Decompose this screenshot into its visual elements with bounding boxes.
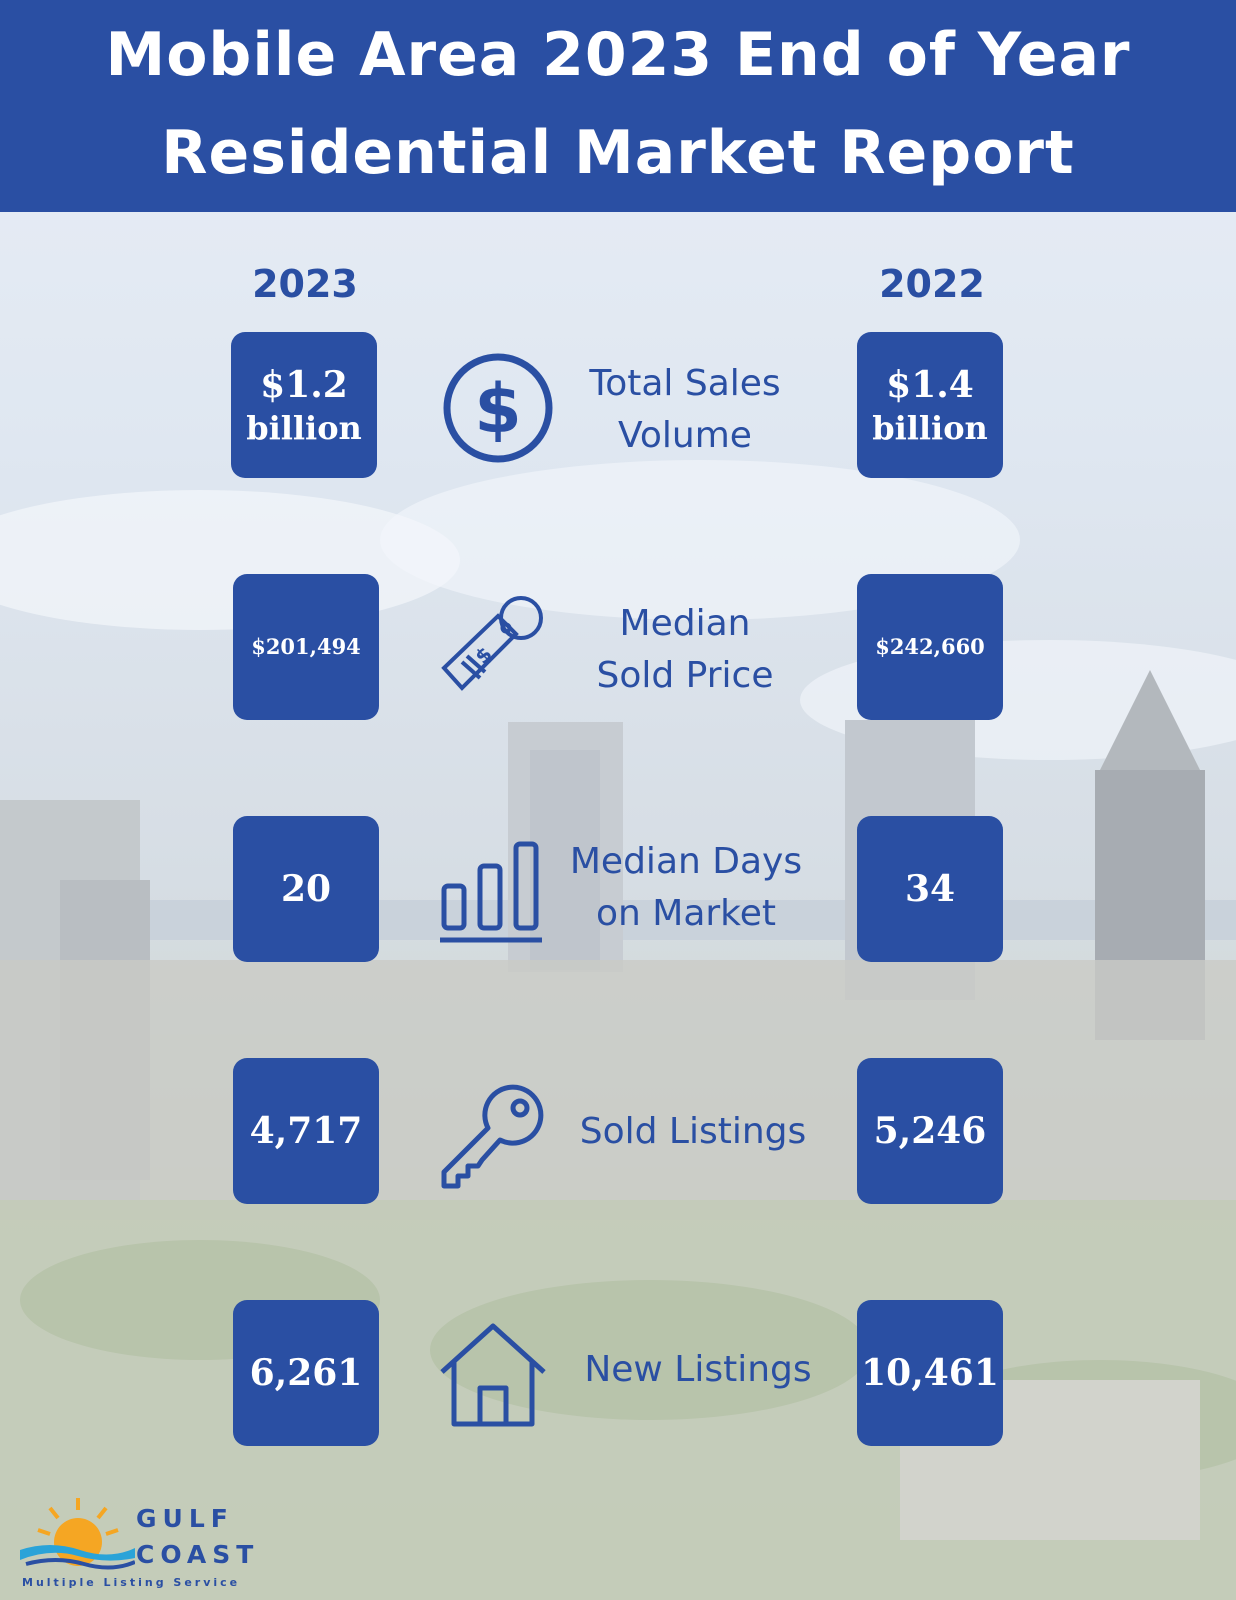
total-sales-2023-amount: $1.2 — [260, 363, 348, 406]
year-2023-heading: 2023 — [252, 262, 358, 306]
total-sales-2022-box: $1.4 billion — [857, 332, 1003, 478]
total-sales-label-line1: Total Sales — [589, 363, 781, 404]
days-on-market-2023-value: 20 — [280, 867, 332, 910]
total-sales-2022-amount: $1.4 — [886, 363, 974, 406]
title-line-2: Residential Market Report — [161, 118, 1075, 188]
median-price-2022-box: $242,660 — [857, 574, 1003, 720]
days-on-market-2022-value: 34 — [904, 867, 956, 910]
total-sales-label: Total Sales Volume — [560, 358, 810, 462]
total-sales-2023-box: $1.2 billion — [231, 332, 377, 478]
title-line-1: Mobile Area 2023 End of Year — [105, 20, 1131, 90]
logo-tagline: Multiple Listing Service — [22, 1576, 241, 1589]
logo-line-coast: COAST — [136, 1540, 260, 1569]
median-price-2023-box: $201,494 — [233, 574, 379, 720]
new-listings-2023-box: 6,261 — [233, 1300, 379, 1446]
bar-chart-icon — [440, 841, 542, 943]
days-on-market-label: Median Days on Market — [548, 836, 824, 940]
days-on-market-label-line2: on Market — [595, 893, 777, 935]
new-listings-2022-value: 10,461 — [861, 1351, 999, 1394]
key-icon — [441, 1084, 544, 1189]
dollar-circle-icon: $ — [443, 353, 553, 463]
logo-line-gulf: GULF — [136, 1504, 234, 1533]
new-listings-2022-box: 10,461 — [857, 1300, 1003, 1446]
sold-listings-2022-value: 5,246 — [873, 1109, 987, 1152]
total-sales-2023-unit: billion — [246, 408, 362, 447]
new-listings-2023-value: 6,261 — [249, 1351, 363, 1394]
title-banner: Mobile Area 2023 End of Year Residential… — [0, 0, 1236, 212]
svg-text:$: $ — [474, 370, 521, 449]
median-price-2023-value: $201,494 — [251, 633, 361, 659]
days-on-market-2023-box: 20 — [233, 816, 379, 962]
sold-listings-2023-value: 4,717 — [249, 1109, 363, 1152]
days-on-market-label-line1: Median Days — [569, 841, 803, 882]
sun-wave-logo-icon — [20, 1498, 135, 1570]
price-tag-icon: $ — [441, 596, 543, 691]
median-price-label-line2: Sold Price — [596, 655, 774, 697]
new-listings-label: New Listings — [584, 1349, 812, 1390]
median-price-label: Median Sold Price — [560, 598, 810, 702]
year-2022-heading: 2022 — [879, 262, 985, 306]
house-icon — [440, 1323, 546, 1427]
median-price-label-line1: Median — [619, 603, 751, 644]
sold-listings-label: Sold Listings — [579, 1111, 807, 1152]
sold-listings-2022-box: 5,246 — [857, 1058, 1003, 1204]
median-price-2022-value: $242,660 — [875, 633, 985, 659]
sold-listings-2023-box: 4,717 — [233, 1058, 379, 1204]
total-sales-2022-unit: billion — [872, 408, 988, 447]
total-sales-label-line2: Volume — [618, 415, 752, 457]
days-on-market-2022-box: 34 — [857, 816, 1003, 962]
